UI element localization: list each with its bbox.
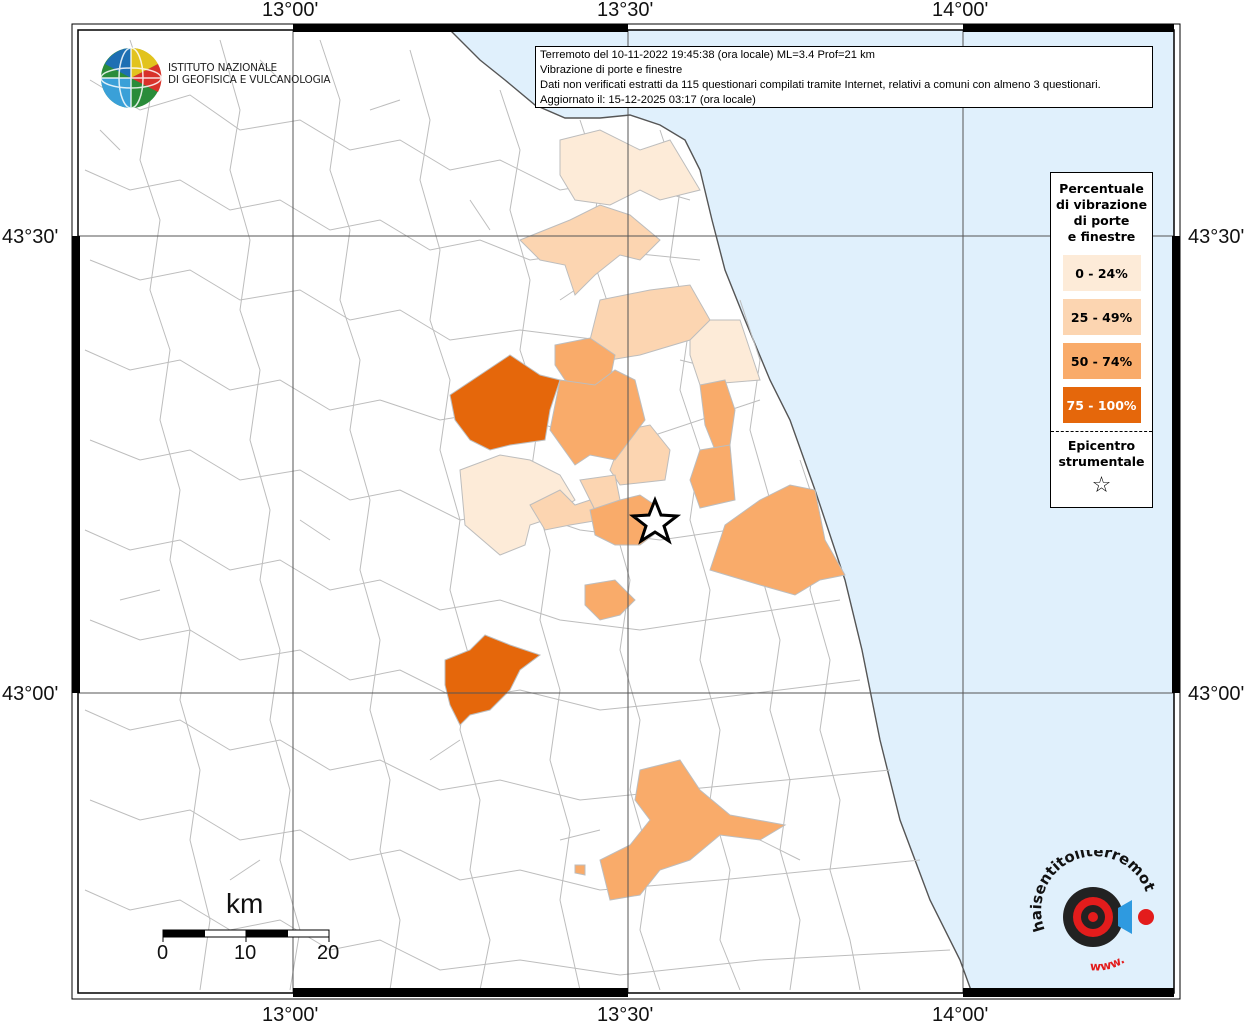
haisentito-brand-text: haisentitoilterremoto.it <box>1020 850 1159 934</box>
top-lon-label: 13°00' <box>262 0 318 21</box>
municipality-class-50-74 <box>549 369 646 466</box>
event-title: Terremoto del 10-11-2022 19:45:38 (ora l… <box>540 49 875 61</box>
municipality-class-0-24 <box>689 319 761 386</box>
scale-unit: km <box>226 888 264 919</box>
municipality-class-25-49 <box>519 204 661 296</box>
bottom-lon-label: 14°00' <box>932 1004 988 1024</box>
municipality-class-75-100 <box>444 634 542 726</box>
municipality-class-50-74 <box>599 759 787 901</box>
haisentito-www-text: www. <box>1090 952 1127 973</box>
graticule <box>78 30 1174 993</box>
intensity-polygons <box>444 129 846 901</box>
right-lat-label: 43°00' <box>1188 683 1244 705</box>
municipality-class-50-74 <box>689 444 736 509</box>
legend-class-3: 75 - 100% <box>1062 387 1141 423</box>
bottom-lon-label: 13°00' <box>262 1004 318 1024</box>
legend-class-0: 0 - 24% <box>1062 255 1141 291</box>
top-lon-label: 13°30' <box>597 0 653 21</box>
legend-epicenter-label: Epicentro strumentale <box>1058 438 1145 469</box>
ingv-logo-text: ISTITUTO NAZIONALE DI GEOFISICA E VULCAN… <box>168 62 331 86</box>
ingv-logo-line2: DI GEOFISICA E VULCANOLOGIA <box>168 74 331 86</box>
left-lat-label: 43°00' <box>2 683 58 705</box>
legend-title-line: di vibrazione <box>1055 197 1148 212</box>
legend-class-1: 25 - 49% <box>1062 299 1141 335</box>
coastline <box>449 29 973 994</box>
legend-star-icon: ☆ <box>1091 473 1112 498</box>
scale-bar <box>162 929 330 942</box>
scale-tick-label: 0 <box>157 942 169 964</box>
top-lon-label: 14°00' <box>932 0 988 21</box>
legend-title-line: di porte <box>1073 213 1130 228</box>
municipality-class-50-74 <box>709 484 846 596</box>
ingv-logo-globe-icon <box>100 47 162 109</box>
municipality-class-75-100 <box>449 354 561 451</box>
legend: Percentuale di vibrazione di porte e fin… <box>1050 172 1153 508</box>
event-updated: Aggiornato il: 15-12-2025 03:17 (ora loc… <box>540 94 756 106</box>
legend-title-line: e finestre <box>1067 229 1136 244</box>
municipality-class-50-74 <box>584 579 636 621</box>
bottom-lon-label: 13°30' <box>597 1004 653 1024</box>
adriatic-sea <box>450 30 1174 993</box>
event-data-note: Dati non verificati estratti da 115 ques… <box>540 79 1101 91</box>
scale-tick-label: 10 <box>234 942 257 964</box>
municipality-class-0-24 <box>559 129 701 206</box>
legend-title: Percentuale di vibrazione di porte e fin… <box>1051 181 1152 245</box>
legend-title-line: Percentuale <box>1059 181 1144 196</box>
haisentito-logo-text: haisentitoilterremoto.it www. <box>1020 850 1159 974</box>
epicenter-star-icon <box>628 495 682 545</box>
ingv-logo-line1: ISTITUTO NAZIONALE <box>168 62 277 74</box>
left-lat-label: 43°30' <box>2 226 58 248</box>
legend-class-2: 50 - 74% <box>1062 343 1141 379</box>
right-lat-label: 43°30' <box>1188 226 1244 248</box>
scale-tick-label: 20 <box>317 942 340 964</box>
legend-separator <box>1051 431 1152 432</box>
event-info-box: Terremoto del 10-11-2022 19:45:38 (ora l… <box>535 46 1153 108</box>
frame-ticks <box>72 24 1180 997</box>
municipality-class-50-74 <box>574 864 586 876</box>
haisentito-logo-icon <box>1063 887 1154 947</box>
event-parameter: Vibrazione di porte e finestre <box>540 64 683 76</box>
